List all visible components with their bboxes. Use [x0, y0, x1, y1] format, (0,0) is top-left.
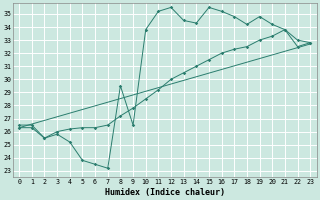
X-axis label: Humidex (Indice chaleur): Humidex (Indice chaleur) [105, 188, 225, 197]
